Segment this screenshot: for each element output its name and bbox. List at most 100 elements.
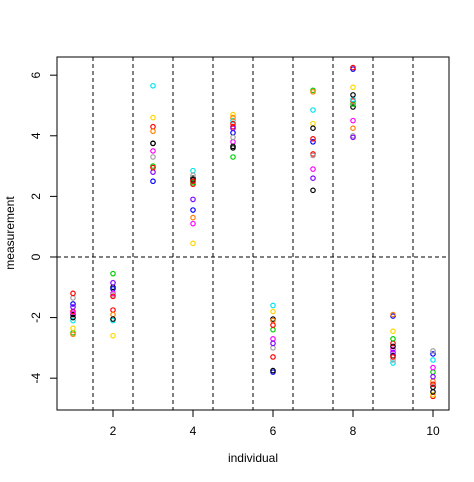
data-point <box>390 360 396 366</box>
y-tick-label: -2 <box>29 312 43 323</box>
data-point <box>430 392 436 398</box>
data-point <box>270 345 276 351</box>
data-point <box>270 326 276 333</box>
data-point <box>230 111 236 118</box>
data-point <box>190 220 196 227</box>
data-point <box>150 148 156 154</box>
y-tick-label: 0 <box>29 253 43 260</box>
data-point <box>190 207 196 213</box>
x-tick-label: 4 <box>190 424 197 438</box>
reference-lines <box>57 57 449 410</box>
data-point <box>70 304 76 310</box>
data-points <box>70 64 436 400</box>
data-point <box>390 335 396 342</box>
data-point <box>310 139 316 145</box>
data-point <box>270 340 276 347</box>
data-point <box>430 381 436 388</box>
data-point <box>310 125 316 132</box>
x-axis-label: individual <box>228 451 278 465</box>
data-point <box>350 104 356 110</box>
data-point <box>430 369 436 375</box>
data-point <box>150 128 156 135</box>
data-point <box>230 120 236 127</box>
data-point <box>310 107 316 113</box>
data-point <box>150 169 156 175</box>
y-tick-label: 2 <box>29 193 43 200</box>
data-point <box>70 325 76 331</box>
y-tick-label: 4 <box>29 132 43 139</box>
data-point <box>350 125 356 132</box>
data-point <box>390 349 396 356</box>
data-point <box>270 335 276 342</box>
data-point <box>190 172 196 178</box>
data-point <box>390 311 396 318</box>
data-point <box>270 322 276 328</box>
data-point <box>150 154 156 160</box>
data-point <box>390 328 396 335</box>
x-tick-label: 2 <box>110 424 117 438</box>
data-point <box>190 240 196 247</box>
x-axis: 2 4 6 8 10 <box>110 409 440 438</box>
data-point <box>430 373 436 380</box>
data-point <box>390 357 396 363</box>
data-point <box>110 279 116 286</box>
data-point <box>190 214 196 221</box>
data-point <box>110 293 116 300</box>
y-axis: -4 -2 0 2 4 6 <box>29 72 58 384</box>
data-point <box>150 140 156 147</box>
data-point <box>310 152 316 159</box>
data-point <box>150 114 156 121</box>
data-point <box>270 308 276 315</box>
data-point <box>230 117 236 124</box>
y-tick-label: 6 <box>29 72 43 79</box>
data-point <box>150 178 156 185</box>
data-point <box>110 316 116 322</box>
data-point <box>310 120 316 127</box>
data-point <box>350 92 356 98</box>
data-point <box>350 84 356 91</box>
data-point <box>310 89 316 95</box>
data-point <box>70 317 76 324</box>
data-point <box>310 175 316 182</box>
data-point <box>110 307 116 313</box>
data-point <box>230 129 236 136</box>
data-point <box>310 166 316 172</box>
data-point <box>390 354 396 360</box>
x-tick-label: 6 <box>270 424 277 438</box>
data-point <box>230 154 236 160</box>
data-point <box>270 354 276 360</box>
data-point <box>190 167 196 174</box>
data-point <box>110 270 116 277</box>
data-point <box>230 114 236 121</box>
data-point <box>310 136 316 142</box>
data-point <box>430 364 436 371</box>
x-tick-label: 10 <box>426 424 440 438</box>
data-point <box>150 164 156 171</box>
data-point <box>70 290 76 297</box>
data-point <box>190 196 196 203</box>
data-point <box>430 389 436 395</box>
data-point <box>150 82 156 89</box>
data-point <box>350 64 356 71</box>
x-tick-label: 8 <box>350 424 357 438</box>
data-point <box>310 187 316 194</box>
data-point <box>70 314 76 321</box>
data-point <box>70 331 76 338</box>
data-point <box>350 117 356 124</box>
y-axis-label: measurement <box>3 196 17 270</box>
data-point <box>350 101 356 107</box>
data-point <box>190 178 196 185</box>
data-point <box>110 311 116 318</box>
data-point <box>230 143 236 150</box>
data-point <box>150 123 156 130</box>
data-point <box>430 351 436 357</box>
data-point <box>390 343 396 350</box>
data-point <box>230 139 236 145</box>
data-point <box>110 332 116 339</box>
data-point <box>390 346 396 353</box>
data-point <box>70 301 76 307</box>
data-point <box>430 357 436 363</box>
data-point <box>230 134 236 141</box>
data-point <box>70 295 76 301</box>
